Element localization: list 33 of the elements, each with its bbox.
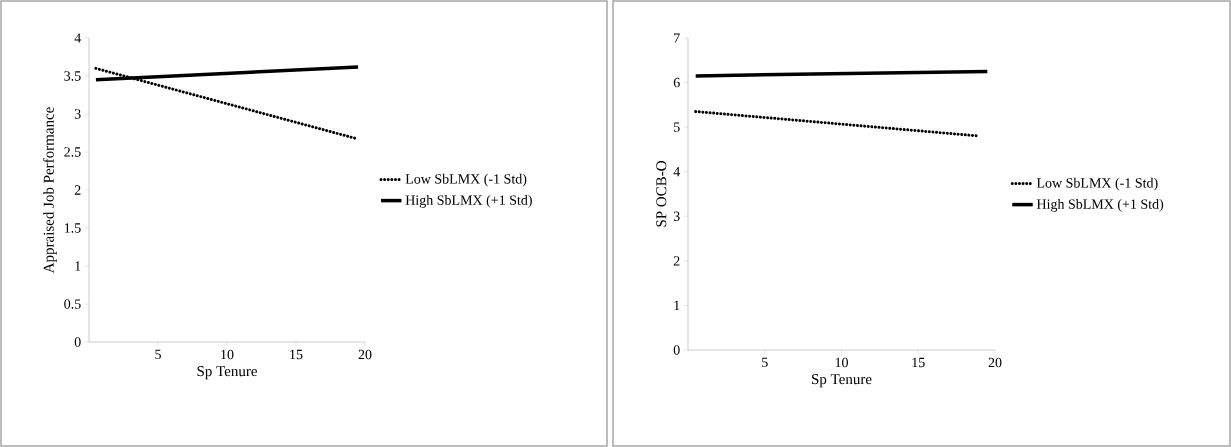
- y-tick-label: 3.5: [64, 71, 81, 81]
- y-tick-label: 0: [74, 337, 81, 347]
- y-tick-label: 6: [673, 77, 680, 88]
- y-tick-label: 3: [673, 211, 680, 221]
- y-tick-label: 0.5: [64, 299, 81, 309]
- x-tick-label: 20: [358, 349, 372, 360]
- legend-label: High SbLMX (+1 Std): [405, 194, 532, 208]
- y-tick-label: 1: [75, 261, 81, 271]
- x-axis-title: Sp Tenure: [197, 366, 257, 380]
- x-tick-label: 5: [155, 349, 161, 360]
- legend-label: High SbLMX (+1 Std): [1036, 198, 1164, 212]
- y-tick-label: 5: [674, 122, 680, 132]
- x-tick-label: 15: [912, 357, 925, 368]
- y-axis-title: SP OCB-O: [656, 161, 667, 227]
- y-tick-label: 1.5: [64, 223, 81, 233]
- y-tick-label: 4: [74, 33, 81, 43]
- y-tick-label: 0: [673, 345, 680, 355]
- legend-label: Low SbLMX (-1 Std): [405, 173, 527, 187]
- x-tick-label: 5: [762, 357, 768, 368]
- y-tick-label: 3: [74, 109, 81, 119]
- x-axis-title: Sp Tenure: [812, 374, 872, 388]
- x-tick-label: 20: [988, 357, 1002, 368]
- y-tick-label: 4: [673, 167, 680, 177]
- y-tick-label: 2: [74, 185, 81, 195]
- y-tick-label: 7: [674, 33, 680, 43]
- legend-label: Low SbLMX (-1 Std): [1036, 177, 1158, 191]
- y-axis-title: Appraised Job Performance: [43, 107, 57, 274]
- y-tick-label: 2: [673, 256, 680, 266]
- x-tick-label: 10: [221, 349, 234, 360]
- y-tick-label: 2.5: [64, 147, 81, 157]
- x-tick-label: 15: [290, 349, 303, 360]
- x-tick-label: 10: [835, 357, 848, 368]
- y-tick-label: 1: [674, 300, 680, 311]
